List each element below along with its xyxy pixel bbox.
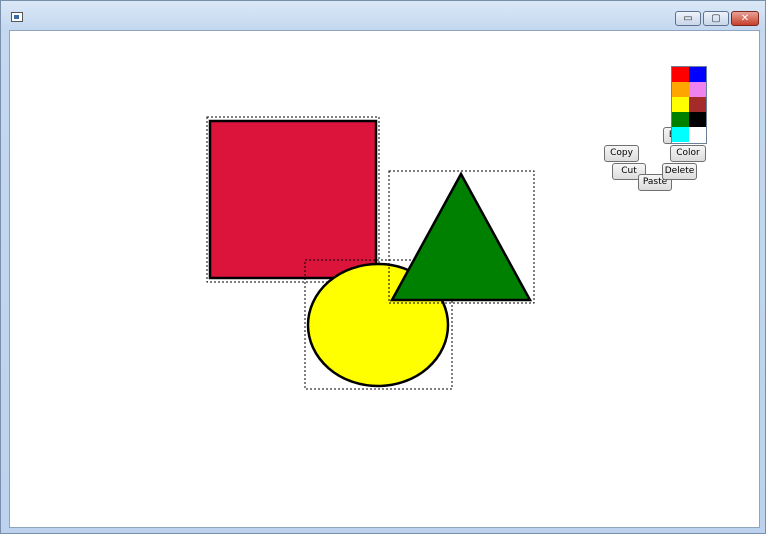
- triangle-selection-box: [388, 170, 535, 304]
- triangle-shape[interactable]: [389, 171, 533, 302]
- maximize-button[interactable]: ▢: [703, 11, 729, 26]
- swatch-brown[interactable]: [689, 97, 706, 112]
- delete-button[interactable]: Delete: [662, 163, 697, 180]
- copy-button[interactable]: Copy: [604, 145, 639, 162]
- swatch-white[interactable]: [689, 127, 706, 142]
- minimize-button[interactable]: ▭: [675, 11, 701, 26]
- color-button[interactable]: Color: [670, 145, 706, 162]
- square-selection-box: [206, 116, 380, 283]
- swatch-black[interactable]: [689, 112, 706, 127]
- swatch-blue[interactable]: [689, 67, 706, 82]
- swatch-yellow[interactable]: [672, 97, 689, 112]
- drawing-canvas[interactable]: [10, 31, 760, 528]
- caption-buttons: ▭ ▢ ✕: [675, 11, 759, 26]
- color-palette: [671, 66, 707, 144]
- ellipse-selection-box: [304, 259, 453, 390]
- swatch-cyan[interactable]: [672, 127, 689, 142]
- drawing-area[interactable]: B Copy Color Cut Paste Delete: [9, 30, 760, 528]
- app-icon[interactable]: [11, 12, 23, 22]
- swatch-orange[interactable]: [672, 82, 689, 97]
- swatch-red[interactable]: [672, 67, 689, 82]
- swatch-violet[interactable]: [689, 82, 706, 97]
- cut-button[interactable]: Cut: [612, 163, 646, 180]
- square-shape[interactable]: [208, 119, 378, 280]
- swatch-green[interactable]: [672, 112, 689, 127]
- close-button[interactable]: ✕: [731, 11, 759, 26]
